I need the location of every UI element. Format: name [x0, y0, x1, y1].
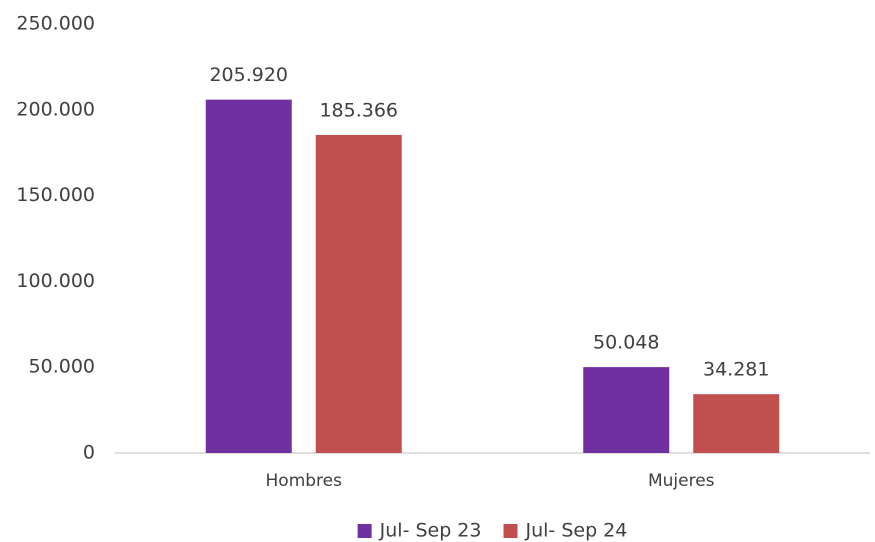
- bar: [315, 134, 402, 454]
- value-label: 205.920: [209, 64, 288, 86]
- bar: [583, 367, 670, 453]
- value-label: 50.048: [593, 332, 659, 354]
- y-tick-label: 50.000: [29, 356, 95, 378]
- y-tick-label: 0: [83, 442, 95, 464]
- legend-label: Jul- Sep 23: [379, 520, 482, 542]
- x-tick-label: Hombres: [266, 471, 343, 491]
- value-label: 34.281: [703, 359, 769, 381]
- bar: [205, 99, 292, 453]
- legend-swatch: [357, 524, 372, 538]
- legend-swatch: [503, 524, 518, 538]
- legend-label: Jul- Sep 24: [525, 520, 628, 542]
- y-tick-label: 150.000: [16, 184, 95, 206]
- x-tick-label: Mujeres: [648, 471, 715, 491]
- y-tick-label: 250.000: [16, 13, 95, 35]
- value-label: 185.366: [319, 99, 398, 121]
- y-tick-label: 200.000: [16, 98, 95, 120]
- y-tick-label: 100.000: [16, 270, 95, 292]
- bar: [693, 394, 780, 453]
